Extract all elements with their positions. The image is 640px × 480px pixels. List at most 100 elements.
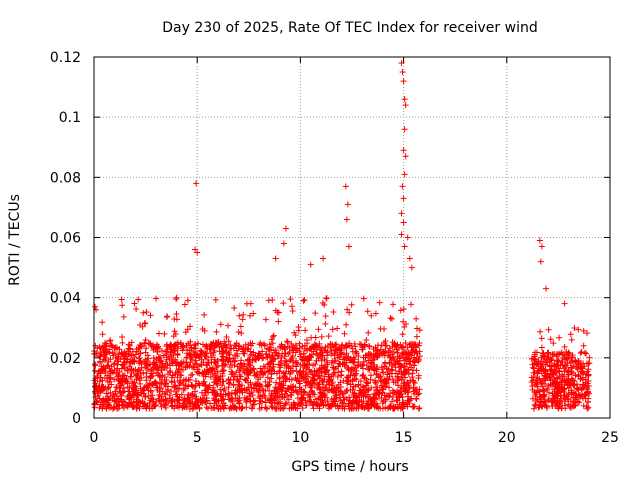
data-point [167, 368, 174, 375]
data-point [139, 397, 146, 404]
data-point [137, 342, 144, 349]
data-point [534, 370, 541, 377]
data-point [292, 332, 299, 339]
data-point [194, 249, 201, 256]
data-point [94, 399, 101, 406]
data-point [204, 362, 211, 369]
data-point [124, 356, 131, 363]
data-point [371, 361, 378, 368]
data-point [151, 403, 158, 410]
data-point [200, 371, 207, 378]
data-point [584, 388, 591, 395]
data-point [186, 363, 193, 370]
data-point [275, 318, 282, 325]
data-point [541, 367, 548, 374]
data-point [382, 350, 389, 357]
data-point [156, 388, 163, 395]
data-point [226, 363, 233, 370]
data-point [207, 374, 214, 381]
data-point [169, 360, 176, 367]
data-point [404, 234, 411, 241]
data-point [111, 366, 118, 373]
data-point [262, 369, 269, 376]
data-point [333, 341, 340, 348]
data-point [136, 360, 143, 367]
data-point [545, 397, 552, 404]
data-point [97, 388, 104, 395]
data-point [234, 394, 241, 401]
data-point [556, 350, 563, 357]
data-point [533, 397, 540, 404]
data-point [288, 340, 295, 347]
data-point [205, 359, 212, 366]
data-point [293, 388, 300, 395]
x-tick-label: 25 [601, 430, 619, 446]
data-point [583, 350, 590, 357]
data-point [247, 381, 254, 388]
data-point [330, 389, 337, 396]
data-point [100, 386, 107, 393]
data-point [322, 320, 329, 327]
data-point [401, 370, 408, 377]
data-point [252, 397, 259, 404]
data-point [326, 382, 333, 389]
data-point [341, 330, 348, 337]
data-point [167, 344, 174, 351]
data-point [530, 364, 537, 371]
data-point [413, 344, 420, 351]
data-point [142, 337, 149, 344]
data-point [257, 374, 264, 381]
data-point [176, 394, 183, 401]
x-axis-label: GPS time / hours [291, 459, 408, 475]
data-point [397, 355, 404, 362]
data-point [282, 225, 289, 232]
data-point [238, 330, 245, 337]
data-point [239, 389, 246, 396]
data-point [530, 365, 537, 372]
data-point [234, 397, 241, 404]
data-point [401, 171, 408, 178]
data-point [575, 373, 582, 380]
data-point [360, 393, 367, 400]
data-point [404, 403, 411, 410]
data-point [132, 351, 139, 358]
data-point [135, 296, 142, 303]
data-point [99, 366, 106, 373]
data-point [529, 395, 536, 402]
data-point [387, 315, 394, 322]
data-point [578, 348, 585, 355]
data-point [154, 344, 161, 351]
data-point [550, 351, 557, 358]
data-point [330, 309, 337, 316]
data-point [145, 355, 152, 362]
data-point [557, 392, 564, 399]
data-point [188, 382, 195, 389]
data-point [399, 183, 406, 190]
data-point [556, 334, 563, 341]
data-point [550, 380, 557, 387]
y-tick-label: 0.12 [50, 50, 81, 66]
data-point [335, 363, 342, 370]
data-point [143, 345, 150, 352]
data-point [401, 357, 408, 364]
data-point [271, 388, 278, 395]
data-point [269, 367, 276, 374]
data-point [225, 384, 232, 391]
data-point [270, 355, 277, 362]
data-point [193, 361, 200, 368]
data-point [140, 390, 147, 397]
data-point [397, 388, 404, 395]
data-point [547, 377, 554, 384]
data-point [288, 392, 295, 399]
data-point [334, 373, 341, 380]
data-point [319, 379, 326, 386]
data-point [111, 376, 118, 383]
data-point [242, 341, 249, 348]
data-point [277, 362, 284, 369]
data-point [366, 343, 373, 350]
data-point [330, 364, 337, 371]
data-point [163, 399, 170, 406]
data-point [119, 302, 126, 309]
data-point [262, 316, 269, 323]
data-point [183, 404, 190, 411]
